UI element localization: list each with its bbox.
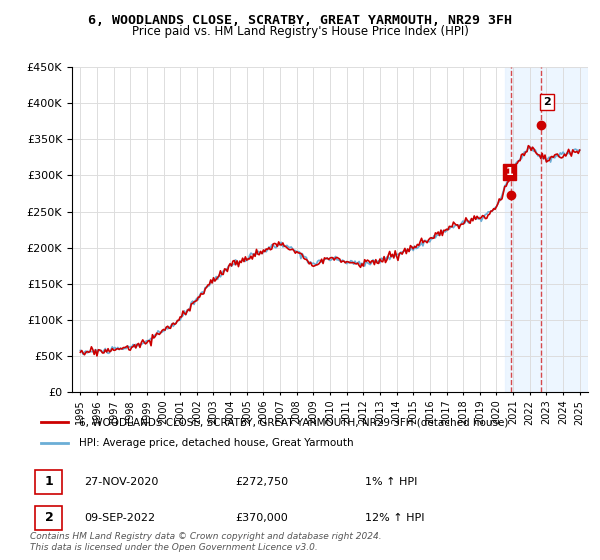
Text: £370,000: £370,000: [235, 513, 288, 523]
Text: 09-SEP-2022: 09-SEP-2022: [84, 513, 155, 523]
Bar: [505, 67, 588, 392]
Text: HPI: Average price, detached house, Great Yarmouth: HPI: Average price, detached house, Grea…: [79, 438, 353, 448]
FancyBboxPatch shape: [35, 506, 62, 530]
Text: 1: 1: [44, 475, 53, 488]
Text: £272,750: £272,750: [235, 477, 289, 487]
Text: 6, WOODLANDS CLOSE, SCRATBY, GREAT YARMOUTH, NR29 3FH (detached house): 6, WOODLANDS CLOSE, SCRATBY, GREAT YARMO…: [79, 417, 508, 427]
Text: 1: 1: [506, 167, 514, 177]
FancyBboxPatch shape: [35, 469, 62, 494]
Text: 6, WOODLANDS CLOSE, SCRATBY, GREAT YARMOUTH, NR29 3FH: 6, WOODLANDS CLOSE, SCRATBY, GREAT YARMO…: [88, 14, 512, 27]
Text: 27-NOV-2020: 27-NOV-2020: [84, 477, 158, 487]
Text: 12% ↑ HPI: 12% ↑ HPI: [365, 513, 424, 523]
Text: Price paid vs. HM Land Registry's House Price Index (HPI): Price paid vs. HM Land Registry's House …: [131, 25, 469, 38]
Text: 2: 2: [44, 511, 53, 525]
Text: Contains HM Land Registry data © Crown copyright and database right 2024.
This d: Contains HM Land Registry data © Crown c…: [30, 532, 382, 552]
Text: 2: 2: [543, 97, 551, 107]
Text: 1% ↑ HPI: 1% ↑ HPI: [365, 477, 417, 487]
